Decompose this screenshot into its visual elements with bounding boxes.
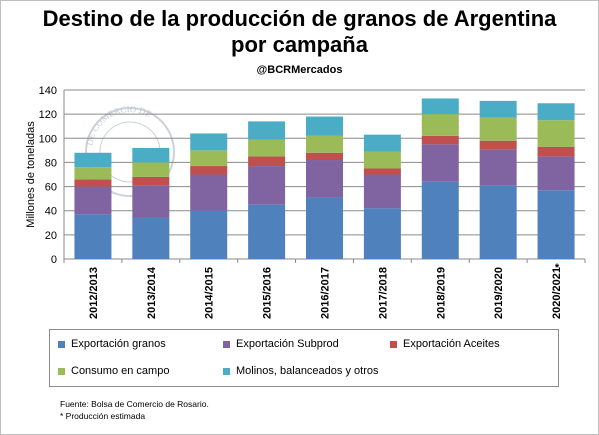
bar-segment-0	[479, 185, 517, 259]
footer-note: * Producción estimada	[60, 411, 146, 421]
bar-segment-1	[190, 174, 228, 211]
bar-segment-0	[306, 197, 343, 259]
y-tick-label: 100	[39, 133, 57, 145]
bar-segment-2	[537, 146, 575, 157]
x-tick-label: 2014/2015	[204, 267, 216, 319]
watermark-ring	[85, 107, 175, 197]
legend-item: Exportación granos	[58, 338, 166, 350]
bar-segment-3	[248, 139, 286, 157]
bar-segment-4	[537, 103, 575, 121]
legend-item: Molinos, balanceados y otros	[223, 365, 378, 377]
chart-handle: @BCRMercados	[256, 64, 343, 76]
bar-segment-3	[132, 162, 170, 177]
chart-title: Destino de la producción de granos de Ar…	[0, 6, 599, 58]
x-tick-label: 2015/2016	[262, 267, 274, 319]
bar-segment-3	[421, 114, 459, 136]
bar-segment-4	[132, 147, 170, 163]
estimate-marker: *	[555, 262, 560, 274]
bar-segment-3	[190, 150, 228, 167]
bar-segment-2	[132, 176, 170, 186]
y-tick-label: 20	[45, 230, 57, 242]
x-tick-label: 2012/2013	[88, 267, 100, 319]
bar-segment-4	[248, 121, 286, 140]
bar-segment-3	[537, 120, 575, 147]
bar-segment-1	[74, 186, 112, 215]
y-tick-label: 120	[39, 109, 57, 121]
legend-label: Exportación granos	[71, 338, 166, 350]
legend-label: Consumo en campo	[71, 365, 170, 377]
chart-legend: Exportación granos Exportación Subprod Exp…	[49, 329, 559, 387]
legend-swatch	[223, 340, 230, 348]
chart-title-line2: por campaña	[231, 32, 368, 57]
legend-item: Exportación Aceites	[390, 338, 500, 350]
stacked-bar-chart: DE COMERCIO DE020406080100120140Millones…	[25, 85, 586, 319]
bar-segment-1	[479, 149, 517, 186]
legend-swatch	[58, 340, 65, 348]
bar-segment-0	[421, 181, 459, 259]
bar-segment-0	[248, 204, 286, 259]
bar-segment-1	[132, 185, 170, 218]
bar-segment-2	[248, 156, 286, 167]
y-tick-label: 60	[45, 182, 57, 194]
bar-segment-1	[537, 156, 575, 191]
bar-segment-4	[190, 133, 228, 151]
bar-segment-0	[74, 214, 112, 259]
bar-segment-4	[306, 116, 343, 136]
chart-title-line1: Destino de la producción de granos de Ar…	[42, 6, 557, 31]
bar-segment-1	[248, 166, 286, 205]
bar-segment-3	[74, 167, 112, 180]
x-tick-label: 2016/2017	[320, 267, 332, 319]
x-tick-label: 2019/2020	[493, 267, 505, 319]
bar-segment-1	[421, 144, 459, 182]
bar-segment-3	[479, 117, 517, 141]
legend-swatch	[223, 367, 230, 375]
bar-segment-4	[363, 134, 401, 152]
chart-footer: Fuente: Bolsa de Comercio de Rosario. * …	[60, 398, 209, 422]
bar-segment-3	[306, 135, 343, 153]
bar-segment-2	[190, 166, 228, 175]
legend-item: Consumo en campo	[58, 365, 169, 377]
bar-segment-0	[537, 190, 575, 259]
bar-segment-4	[74, 152, 112, 168]
legend-swatch	[58, 367, 65, 375]
y-tick-label: 0	[51, 254, 57, 266]
bar-segment-4	[421, 98, 459, 115]
x-tick-label: 2020/2021	[551, 267, 563, 319]
bar-segment-0	[363, 208, 401, 259]
bar-segment-0	[132, 217, 170, 259]
bar-segment-0	[190, 210, 228, 259]
x-tick-label: 2017/2018	[377, 267, 389, 319]
bar-segment-4	[479, 100, 517, 118]
legend-label: Exportación Aceites	[403, 338, 500, 350]
legend-label: Molinos, balanceados y otros	[236, 365, 379, 377]
legend-label: Exportación Subprod	[236, 338, 339, 350]
y-axis-label: Millones de toneladas	[25, 121, 37, 228]
y-tick-label: 140	[39, 85, 57, 97]
y-tick-label: 80	[45, 157, 57, 169]
bar-segment-2	[479, 140, 517, 150]
bar-segment-3	[363, 151, 401, 169]
bar-segment-2	[363, 168, 401, 175]
bar-segment-2	[421, 135, 459, 145]
bar-segment-2	[306, 152, 343, 161]
bar-segment-1	[306, 160, 343, 198]
x-tick-label: 2018/2019	[435, 267, 447, 319]
x-tick-label: 2013/2014	[146, 266, 158, 319]
legend-swatch	[390, 340, 397, 348]
footer-source: Fuente: Bolsa de Comercio de Rosario.	[60, 399, 209, 409]
legend-item: Exportación Subprod	[223, 338, 339, 350]
bar-segment-2	[74, 179, 112, 187]
bar-segment-1	[363, 174, 401, 209]
y-tick-label: 40	[45, 206, 57, 218]
